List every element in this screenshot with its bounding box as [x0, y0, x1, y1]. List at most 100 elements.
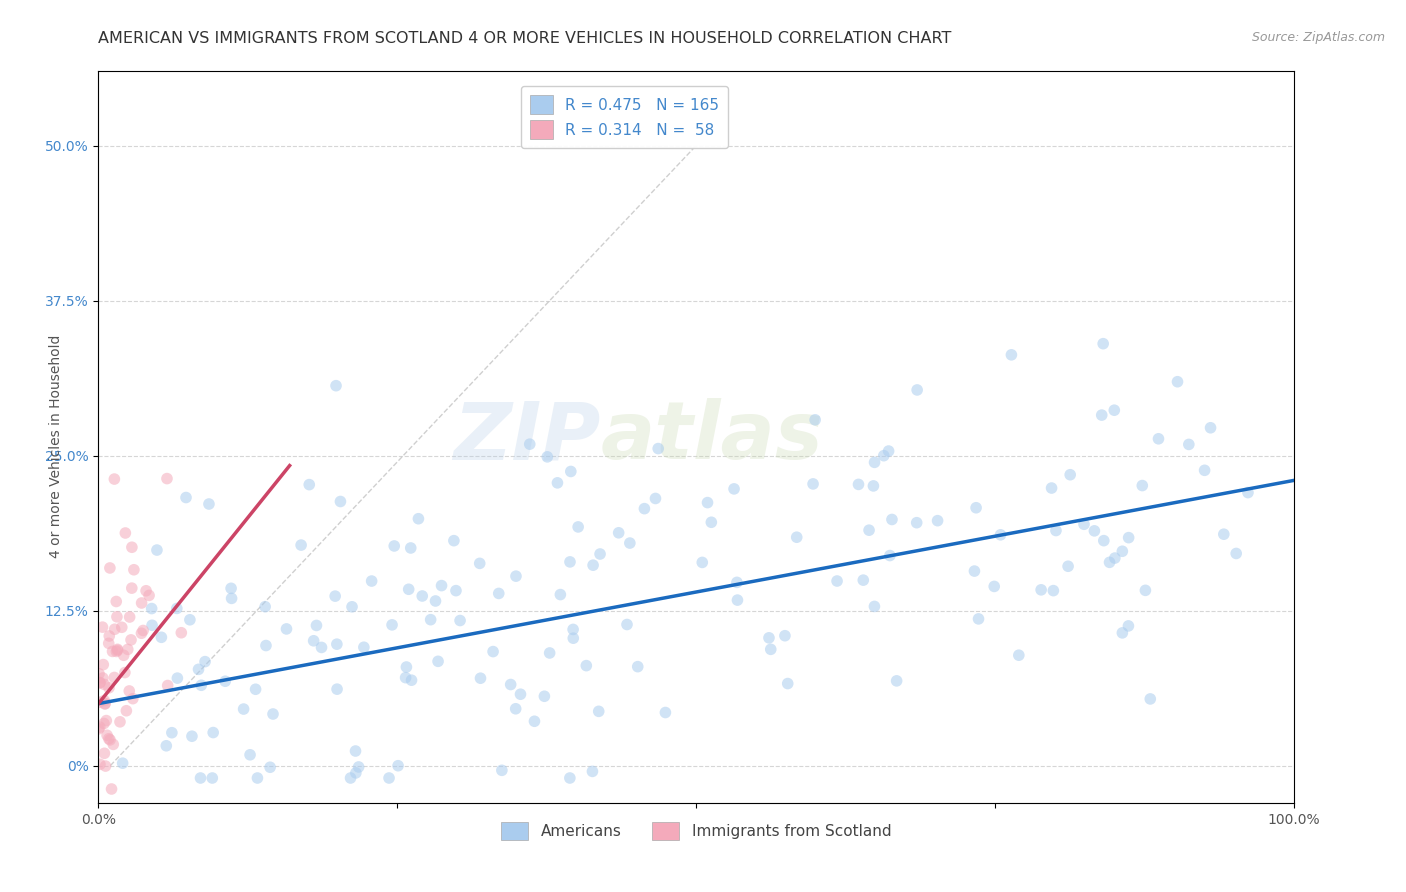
Point	[93, 677, 115, 691]
Point	[326, 637, 349, 651]
Point	[340, 599, 363, 614]
Point	[93, 716, 115, 731]
Point	[905, 516, 928, 530]
Point	[1029, 582, 1052, 597]
Point	[509, 687, 531, 701]
Point	[967, 612, 990, 626]
Point	[114, 526, 136, 541]
Point	[690, 556, 713, 570]
Point	[344, 744, 367, 758]
Point	[344, 765, 367, 780]
Point	[103, 472, 125, 486]
Point	[411, 589, 433, 603]
Point	[401, 673, 423, 688]
Point	[103, 738, 125, 752]
Point	[654, 706, 676, 720]
Point	[877, 444, 900, 458]
Point	[990, 528, 1012, 542]
Point	[1111, 625, 1133, 640]
Point	[107, 642, 129, 657]
Point	[1199, 421, 1222, 435]
Point	[927, 514, 949, 528]
Point	[1118, 531, 1140, 545]
Point	[470, 671, 492, 685]
Point	[122, 563, 145, 577]
Point	[131, 626, 153, 640]
Point	[381, 618, 404, 632]
Point	[575, 658, 598, 673]
Point	[111, 756, 134, 771]
Point	[138, 588, 160, 602]
Point	[1045, 524, 1067, 538]
Point	[87, 666, 110, 681]
Point	[443, 533, 465, 548]
Point	[468, 557, 491, 571]
Point	[146, 543, 169, 558]
Point	[759, 642, 782, 657]
Point	[111, 620, 134, 634]
Point	[425, 594, 447, 608]
Point	[505, 569, 527, 583]
Point	[91, 657, 114, 672]
Point	[121, 541, 143, 555]
Point	[198, 497, 221, 511]
Point	[727, 593, 749, 607]
Point	[91, 671, 114, 685]
Point	[360, 574, 382, 588]
Point	[132, 624, 155, 638]
Point	[1104, 403, 1126, 417]
Point	[97, 731, 120, 746]
Legend: Americans, Immigrants from Scotland: Americans, Immigrants from Scotland	[495, 815, 897, 847]
Point	[96, 714, 118, 728]
Point	[232, 702, 254, 716]
Point	[387, 758, 409, 772]
Point	[562, 623, 585, 637]
Point	[105, 644, 128, 658]
Point	[91, 620, 114, 634]
Point	[633, 501, 655, 516]
Point	[262, 706, 284, 721]
Point	[858, 523, 880, 537]
Point	[723, 482, 745, 496]
Point	[965, 500, 987, 515]
Text: Source: ZipAtlas.com: Source: ZipAtlas.com	[1251, 31, 1385, 45]
Point	[538, 646, 561, 660]
Point	[325, 378, 347, 392]
Point	[616, 617, 638, 632]
Point	[758, 631, 780, 645]
Point	[190, 771, 212, 785]
Point	[1059, 467, 1081, 482]
Point	[647, 442, 669, 456]
Point	[89, 757, 111, 772]
Point	[115, 704, 138, 718]
Point	[588, 704, 610, 718]
Point	[382, 539, 405, 553]
Point	[546, 475, 568, 490]
Point	[101, 644, 124, 658]
Point	[181, 729, 204, 743]
Point	[491, 764, 513, 778]
Point	[1212, 527, 1234, 541]
Point	[98, 732, 121, 747]
Point	[94, 697, 117, 711]
Point	[353, 640, 375, 655]
Point	[160, 725, 183, 739]
Point	[444, 583, 467, 598]
Text: AMERICAN VS IMMIGRANTS FROM SCOTLAND 4 OR MORE VEHICLES IN HOUSEHOLD CORRELATION: AMERICAN VS IMMIGRANTS FROM SCOTLAND 4 O…	[98, 31, 952, 46]
Point	[239, 747, 262, 762]
Point	[1057, 559, 1080, 574]
Point	[873, 449, 896, 463]
Point	[94, 697, 117, 711]
Point	[963, 564, 986, 578]
Point	[427, 654, 450, 668]
Point	[194, 655, 217, 669]
Point	[582, 558, 605, 573]
Point	[863, 599, 886, 614]
Point	[488, 586, 510, 600]
Point	[536, 450, 558, 464]
Point	[1178, 437, 1201, 451]
Point	[117, 642, 139, 657]
Point	[94, 759, 117, 773]
Point	[89, 676, 111, 690]
Point	[114, 665, 136, 680]
